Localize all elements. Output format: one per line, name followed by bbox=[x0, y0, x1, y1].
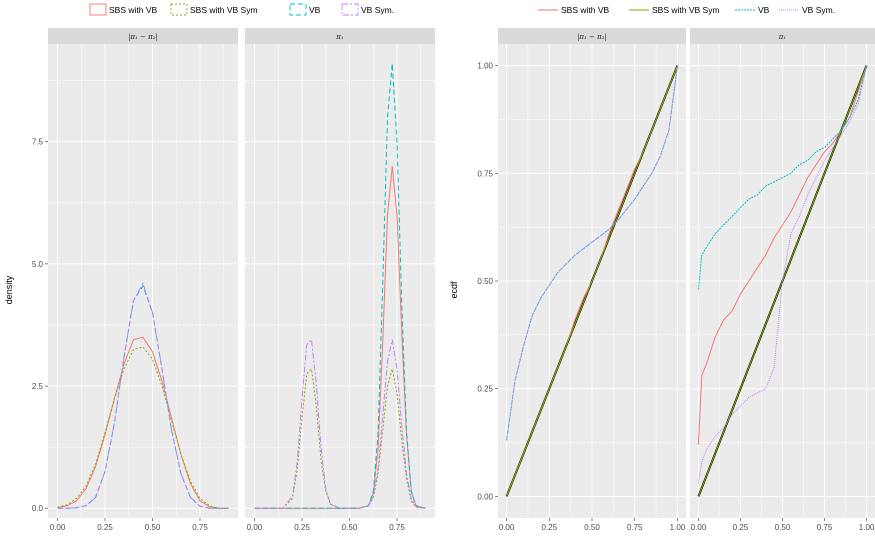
series-line bbox=[57, 336, 229, 509]
facet-strip-label: π₁ bbox=[778, 33, 787, 41]
facet-strip bbox=[498, 28, 686, 44]
legend-key bbox=[341, 3, 359, 16]
chart-ecdf: SBS with VB SBS with VB Sym VB VB Sym. ecdf |… bbox=[449, 5, 875, 532]
series-line bbox=[57, 282, 229, 509]
x-tick-label: 0.75 bbox=[389, 523, 405, 532]
legend-label: SBS with VB bbox=[561, 5, 610, 15]
legend-item: SBS with VB bbox=[538, 5, 610, 15]
legend-label: SBS with VB Sym bbox=[190, 5, 258, 15]
series-line bbox=[254, 338, 426, 509]
x-tick-label: 0.75 bbox=[627, 523, 643, 532]
facet-panel: π₁ 0.00 0.25 0.50 0.75 bbox=[245, 28, 435, 532]
y-tick-label: 5.0 bbox=[32, 260, 44, 269]
x-tick-label: 0.50 bbox=[342, 523, 358, 532]
x-tick-label: 0.25 bbox=[541, 523, 557, 532]
x-tick-label: 0.50 bbox=[145, 523, 161, 532]
legend-label: SBS with VB Sym bbox=[652, 5, 720, 15]
facet-strip bbox=[245, 28, 435, 44]
legend-item: SBS with VB Sym bbox=[170, 3, 258, 16]
y-tick-label: 0.0 bbox=[32, 504, 44, 513]
legend-key bbox=[289, 3, 307, 16]
y-axis-label: ecdf bbox=[449, 281, 459, 299]
x-tick-label: 1.00 bbox=[859, 523, 875, 532]
legend-label: SBS with VB bbox=[109, 5, 158, 15]
legend-label: VB bbox=[309, 5, 321, 15]
series-line bbox=[57, 346, 229, 509]
legend-label: VB Sym. bbox=[802, 5, 835, 15]
legend-item: VB bbox=[289, 3, 321, 16]
facet-strip bbox=[690, 28, 875, 44]
x-tick-label: 0.25 bbox=[733, 523, 749, 532]
y-axis-label: density bbox=[4, 275, 14, 304]
x-tick-label: 0.00 bbox=[247, 523, 263, 532]
series-line bbox=[697, 65, 868, 445]
series-line bbox=[697, 65, 868, 290]
x-tick-label: 0.75 bbox=[817, 523, 833, 532]
legend-item: SBS with VB Sym bbox=[629, 5, 720, 15]
x-tick-label: 0.75 bbox=[192, 523, 208, 532]
x-tick-label: 1.00 bbox=[670, 523, 686, 532]
series-line bbox=[506, 65, 678, 441]
legend-label: VB bbox=[758, 5, 770, 15]
series-line bbox=[254, 63, 426, 509]
legend-item: VB Sym. bbox=[341, 3, 394, 16]
legend-item: SBS with VB bbox=[89, 3, 158, 16]
facet-strip-label: π₁ bbox=[335, 33, 344, 41]
y-tick-label: 0.75 bbox=[477, 169, 493, 178]
y-tick-label: 0.25 bbox=[477, 385, 493, 394]
panel-background bbox=[48, 44, 238, 518]
x-tick-label: 0.00 bbox=[691, 523, 707, 532]
x-tick-label: 0.50 bbox=[584, 523, 600, 532]
x-tick-label: 0.50 bbox=[775, 523, 791, 532]
legend-item: VB Sym. bbox=[779, 5, 835, 15]
legend-key bbox=[170, 3, 188, 16]
y-tick-label: 0.00 bbox=[477, 492, 493, 501]
facet-panel: |π₁ − π₂| 0.00 0.25 0.50 0.75 0.0 2.5 5.0 7.5 bbox=[32, 28, 238, 532]
facet-strip-label: |π₁ − π₂| bbox=[128, 33, 158, 41]
x-tick-label: 0.25 bbox=[97, 523, 113, 532]
facet-strip-label: |π₁ − π₂| bbox=[577, 33, 607, 41]
facet-panel: |π₁ − π₂| 0.00 0.25 0.50 0.75 1.00 0.00 0.25 0.5… bbox=[477, 28, 686, 532]
x-tick-label: 0.25 bbox=[294, 523, 310, 532]
facet-strip bbox=[48, 28, 238, 44]
series-line bbox=[506, 65, 678, 497]
y-tick-label: 0.50 bbox=[477, 277, 493, 286]
y-tick-label: 7.5 bbox=[32, 138, 44, 147]
legend-label: VB Sym. bbox=[361, 5, 394, 15]
x-tick-label: 0.00 bbox=[499, 523, 515, 532]
legend-key bbox=[89, 3, 107, 16]
y-tick-label: 2.5 bbox=[32, 382, 44, 391]
legend-item: VB bbox=[735, 5, 770, 15]
chart-density: SBS with VB SBS with VB Sym VB VB Sym. densi… bbox=[4, 3, 435, 532]
series-line bbox=[697, 65, 868, 497]
y-tick-label: 1.00 bbox=[477, 62, 493, 71]
x-tick-label: 0.00 bbox=[50, 523, 66, 532]
facet-panel: π₁ 0.00 0.25 0.50 0.75 1.00 bbox=[690, 28, 875, 532]
series-line bbox=[254, 367, 426, 509]
